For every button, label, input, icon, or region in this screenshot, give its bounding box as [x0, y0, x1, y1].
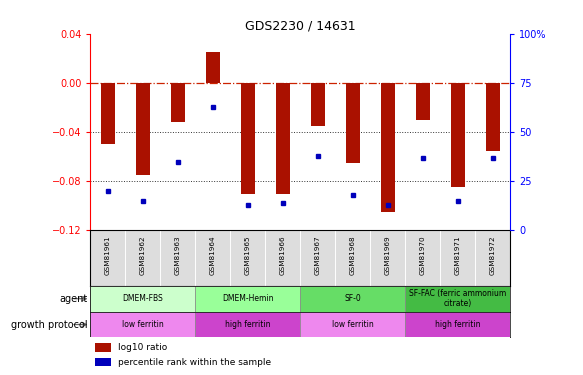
- Bar: [381, 83, 395, 212]
- Bar: [276, 83, 290, 194]
- Text: GSM81964: GSM81964: [210, 235, 216, 274]
- Title: GDS2230 / 14631: GDS2230 / 14631: [245, 20, 356, 33]
- Bar: [416, 83, 430, 120]
- Bar: [195, 286, 300, 312]
- Text: GSM81966: GSM81966: [280, 235, 286, 274]
- Text: DMEM-FBS: DMEM-FBS: [122, 294, 163, 303]
- Text: DMEM-Hemin: DMEM-Hemin: [222, 294, 273, 303]
- Bar: [405, 312, 510, 338]
- Bar: [300, 312, 405, 338]
- Text: percentile rank within the sample: percentile rank within the sample: [118, 358, 271, 367]
- Bar: [90, 312, 195, 338]
- Text: agent: agent: [59, 294, 87, 304]
- Bar: [94, 358, 111, 366]
- Bar: [136, 83, 150, 175]
- Text: GSM81970: GSM81970: [420, 235, 426, 274]
- Text: high ferritin: high ferritin: [435, 320, 480, 329]
- Bar: [206, 52, 220, 83]
- Bar: [486, 83, 500, 150]
- Text: growth protocol: growth protocol: [11, 320, 87, 330]
- Bar: [405, 286, 510, 312]
- Bar: [101, 83, 115, 144]
- Bar: [346, 83, 360, 163]
- Text: GSM81969: GSM81969: [385, 235, 391, 274]
- Text: SF-0: SF-0: [345, 294, 361, 303]
- Bar: [171, 83, 185, 122]
- Bar: [300, 286, 405, 312]
- Text: GSM81963: GSM81963: [175, 235, 181, 274]
- Bar: [241, 83, 255, 194]
- Text: GSM81961: GSM81961: [105, 235, 111, 274]
- Bar: [451, 83, 465, 188]
- Text: GSM81965: GSM81965: [245, 235, 251, 274]
- Text: GSM81968: GSM81968: [350, 235, 356, 274]
- Bar: [195, 312, 300, 338]
- Text: SF-FAC (ferric ammonium
citrate): SF-FAC (ferric ammonium citrate): [409, 289, 506, 308]
- Text: GSM81971: GSM81971: [455, 235, 461, 274]
- Bar: [311, 83, 325, 126]
- Text: GSM81962: GSM81962: [140, 235, 146, 274]
- Bar: [90, 286, 195, 312]
- Text: high ferritin: high ferritin: [225, 320, 271, 329]
- Text: log10 ratio: log10 ratio: [118, 343, 167, 352]
- Bar: [94, 343, 111, 352]
- Text: GSM81972: GSM81972: [490, 235, 496, 274]
- Text: GSM81967: GSM81967: [315, 235, 321, 274]
- Text: low ferritin: low ferritin: [122, 320, 164, 329]
- Text: low ferritin: low ferritin: [332, 320, 374, 329]
